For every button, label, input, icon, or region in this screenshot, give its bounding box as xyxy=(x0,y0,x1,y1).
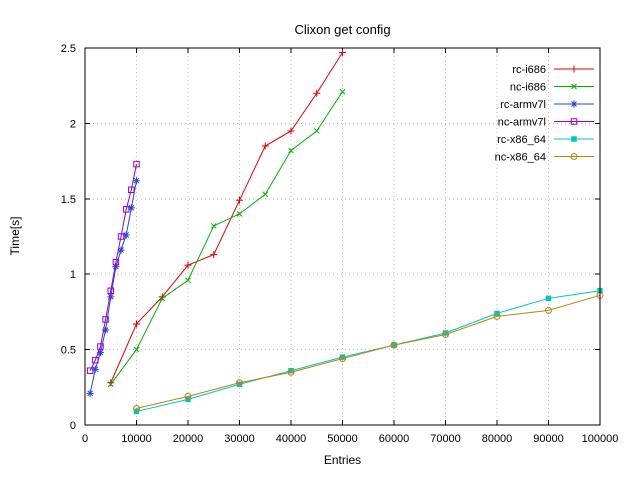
marker-square-filled xyxy=(339,354,346,360)
marker-square-open xyxy=(117,233,125,240)
svg-text:2.5: 2.5 xyxy=(61,43,76,55)
marker-circle-open xyxy=(339,355,346,363)
marker-plus xyxy=(184,261,192,269)
marker-square-open xyxy=(112,258,120,266)
legend: rc-i686 nc-i686 rc-armv7l nc-armv7l rc-x86_6… xyxy=(495,64,594,164)
svg-text:80000: 80000 xyxy=(482,433,513,445)
svg-text:nc-x86_64: nc-x86_64 xyxy=(495,152,546,164)
legend-item-nc-armv7l: nc-armv7l xyxy=(498,117,594,129)
legend-item-nc-i686: nc-i686 xyxy=(510,82,594,94)
chart-title: Clixon get config xyxy=(294,22,391,37)
marker-cross xyxy=(262,191,269,198)
marker-plus xyxy=(133,320,140,328)
marker-square-filled xyxy=(236,381,243,388)
svg-text:nc-i686: nc-i686 xyxy=(510,82,546,94)
x-axis-label: Entries xyxy=(323,453,362,467)
marker-plus xyxy=(261,142,269,150)
marker-circle-open xyxy=(545,306,552,314)
marker-cross xyxy=(339,88,346,95)
marker-plus xyxy=(107,379,115,387)
svg-text:1: 1 xyxy=(70,269,76,281)
series-nc-x86_64 xyxy=(133,291,604,412)
marker-square-filled xyxy=(288,367,294,374)
series-rc-armv7l xyxy=(86,177,140,397)
marker-circle-open xyxy=(133,404,140,412)
marker-square-filled xyxy=(571,136,577,142)
marker-asterisk xyxy=(570,100,578,108)
marker-square-open xyxy=(133,160,140,168)
marker-plus xyxy=(236,196,243,204)
svg-text:20000: 20000 xyxy=(173,433,204,445)
legend-item-rc-x86_64: rc-x86_64 xyxy=(497,134,594,146)
marker-cross xyxy=(236,211,243,217)
svg-text:rc-armv7l: rc-armv7l xyxy=(500,99,546,111)
svg-text:40000: 40000 xyxy=(276,433,307,445)
marker-cross xyxy=(210,223,217,229)
plot-border xyxy=(84,47,601,426)
marker-cross xyxy=(185,277,191,284)
svg-text:10000: 10000 xyxy=(121,433,152,445)
marker-asterisk xyxy=(133,177,140,185)
marker-plus xyxy=(570,65,578,73)
marker-cross xyxy=(571,83,577,90)
y-axis-label: Time[s] xyxy=(8,216,22,256)
series-nc-i686 xyxy=(107,88,346,388)
marker-plus xyxy=(287,127,295,135)
marker-plus xyxy=(210,251,218,259)
svg-text:2: 2 xyxy=(70,118,76,130)
marker-plus xyxy=(313,89,321,97)
marker-square-filled xyxy=(545,295,552,302)
svg-text:70000: 70000 xyxy=(430,433,461,445)
svg-text:nc-armv7l: nc-armv7l xyxy=(498,117,546,129)
marker-square-open xyxy=(102,316,109,323)
svg-text:0: 0 xyxy=(70,420,76,432)
svg-text:100000: 100000 xyxy=(582,433,619,445)
legend-item-rc-i686: rc-i686 xyxy=(512,64,594,76)
marker-circle-open xyxy=(236,379,243,387)
legend-item-rc-armv7l: rc-armv7l xyxy=(500,99,594,111)
marker-cross xyxy=(133,346,140,353)
marker-circle-open xyxy=(390,341,398,349)
svg-text:50000: 50000 xyxy=(327,433,358,445)
marker-square-filled xyxy=(442,330,449,336)
svg-text:0.5: 0.5 xyxy=(61,345,76,357)
x-tick-labels: 0 10000 20000 30000 40000 50000 60000 70000 8000… xyxy=(82,433,618,445)
marker-square-open xyxy=(97,343,104,350)
marker-circle-open xyxy=(442,331,449,339)
marker-cross xyxy=(288,147,294,154)
marker-square-open xyxy=(107,287,114,295)
marker-square-open xyxy=(122,206,130,213)
series-rc-x86_64 xyxy=(133,288,603,415)
marker-cross xyxy=(159,295,166,302)
svg-text:1.5: 1.5 xyxy=(61,194,76,206)
svg-text:30000: 30000 xyxy=(224,433,255,445)
marker-square-open xyxy=(92,356,99,364)
marker-circle-open xyxy=(184,392,192,400)
y-tick-labels: 0 0.5 1 1.5 2 2.5 xyxy=(61,43,76,432)
marker-circle-open xyxy=(287,368,295,376)
marker-plus xyxy=(339,49,346,57)
svg-text:60000: 60000 xyxy=(379,433,410,445)
marker-square-open xyxy=(570,118,578,125)
marker-asterisk xyxy=(86,389,94,397)
legend-item-nc-x86_64: nc-x86_64 xyxy=(495,152,594,164)
marker-circle-open xyxy=(493,312,501,320)
svg-text:rc-x86_64: rc-x86_64 xyxy=(497,134,546,146)
series-rc-i686 xyxy=(107,49,346,387)
svg-text:90000: 90000 xyxy=(533,433,564,445)
marker-circle-open xyxy=(570,153,578,160)
marker-cross xyxy=(107,381,114,388)
marker-asterisk xyxy=(107,293,115,301)
marker-square-open xyxy=(128,186,135,194)
series-nc-armv7l xyxy=(86,160,140,374)
marker-square-open xyxy=(86,367,94,374)
marker-cross xyxy=(313,128,320,134)
svg-text:rc-i686: rc-i686 xyxy=(512,64,546,76)
svg-text:0: 0 xyxy=(82,433,88,445)
